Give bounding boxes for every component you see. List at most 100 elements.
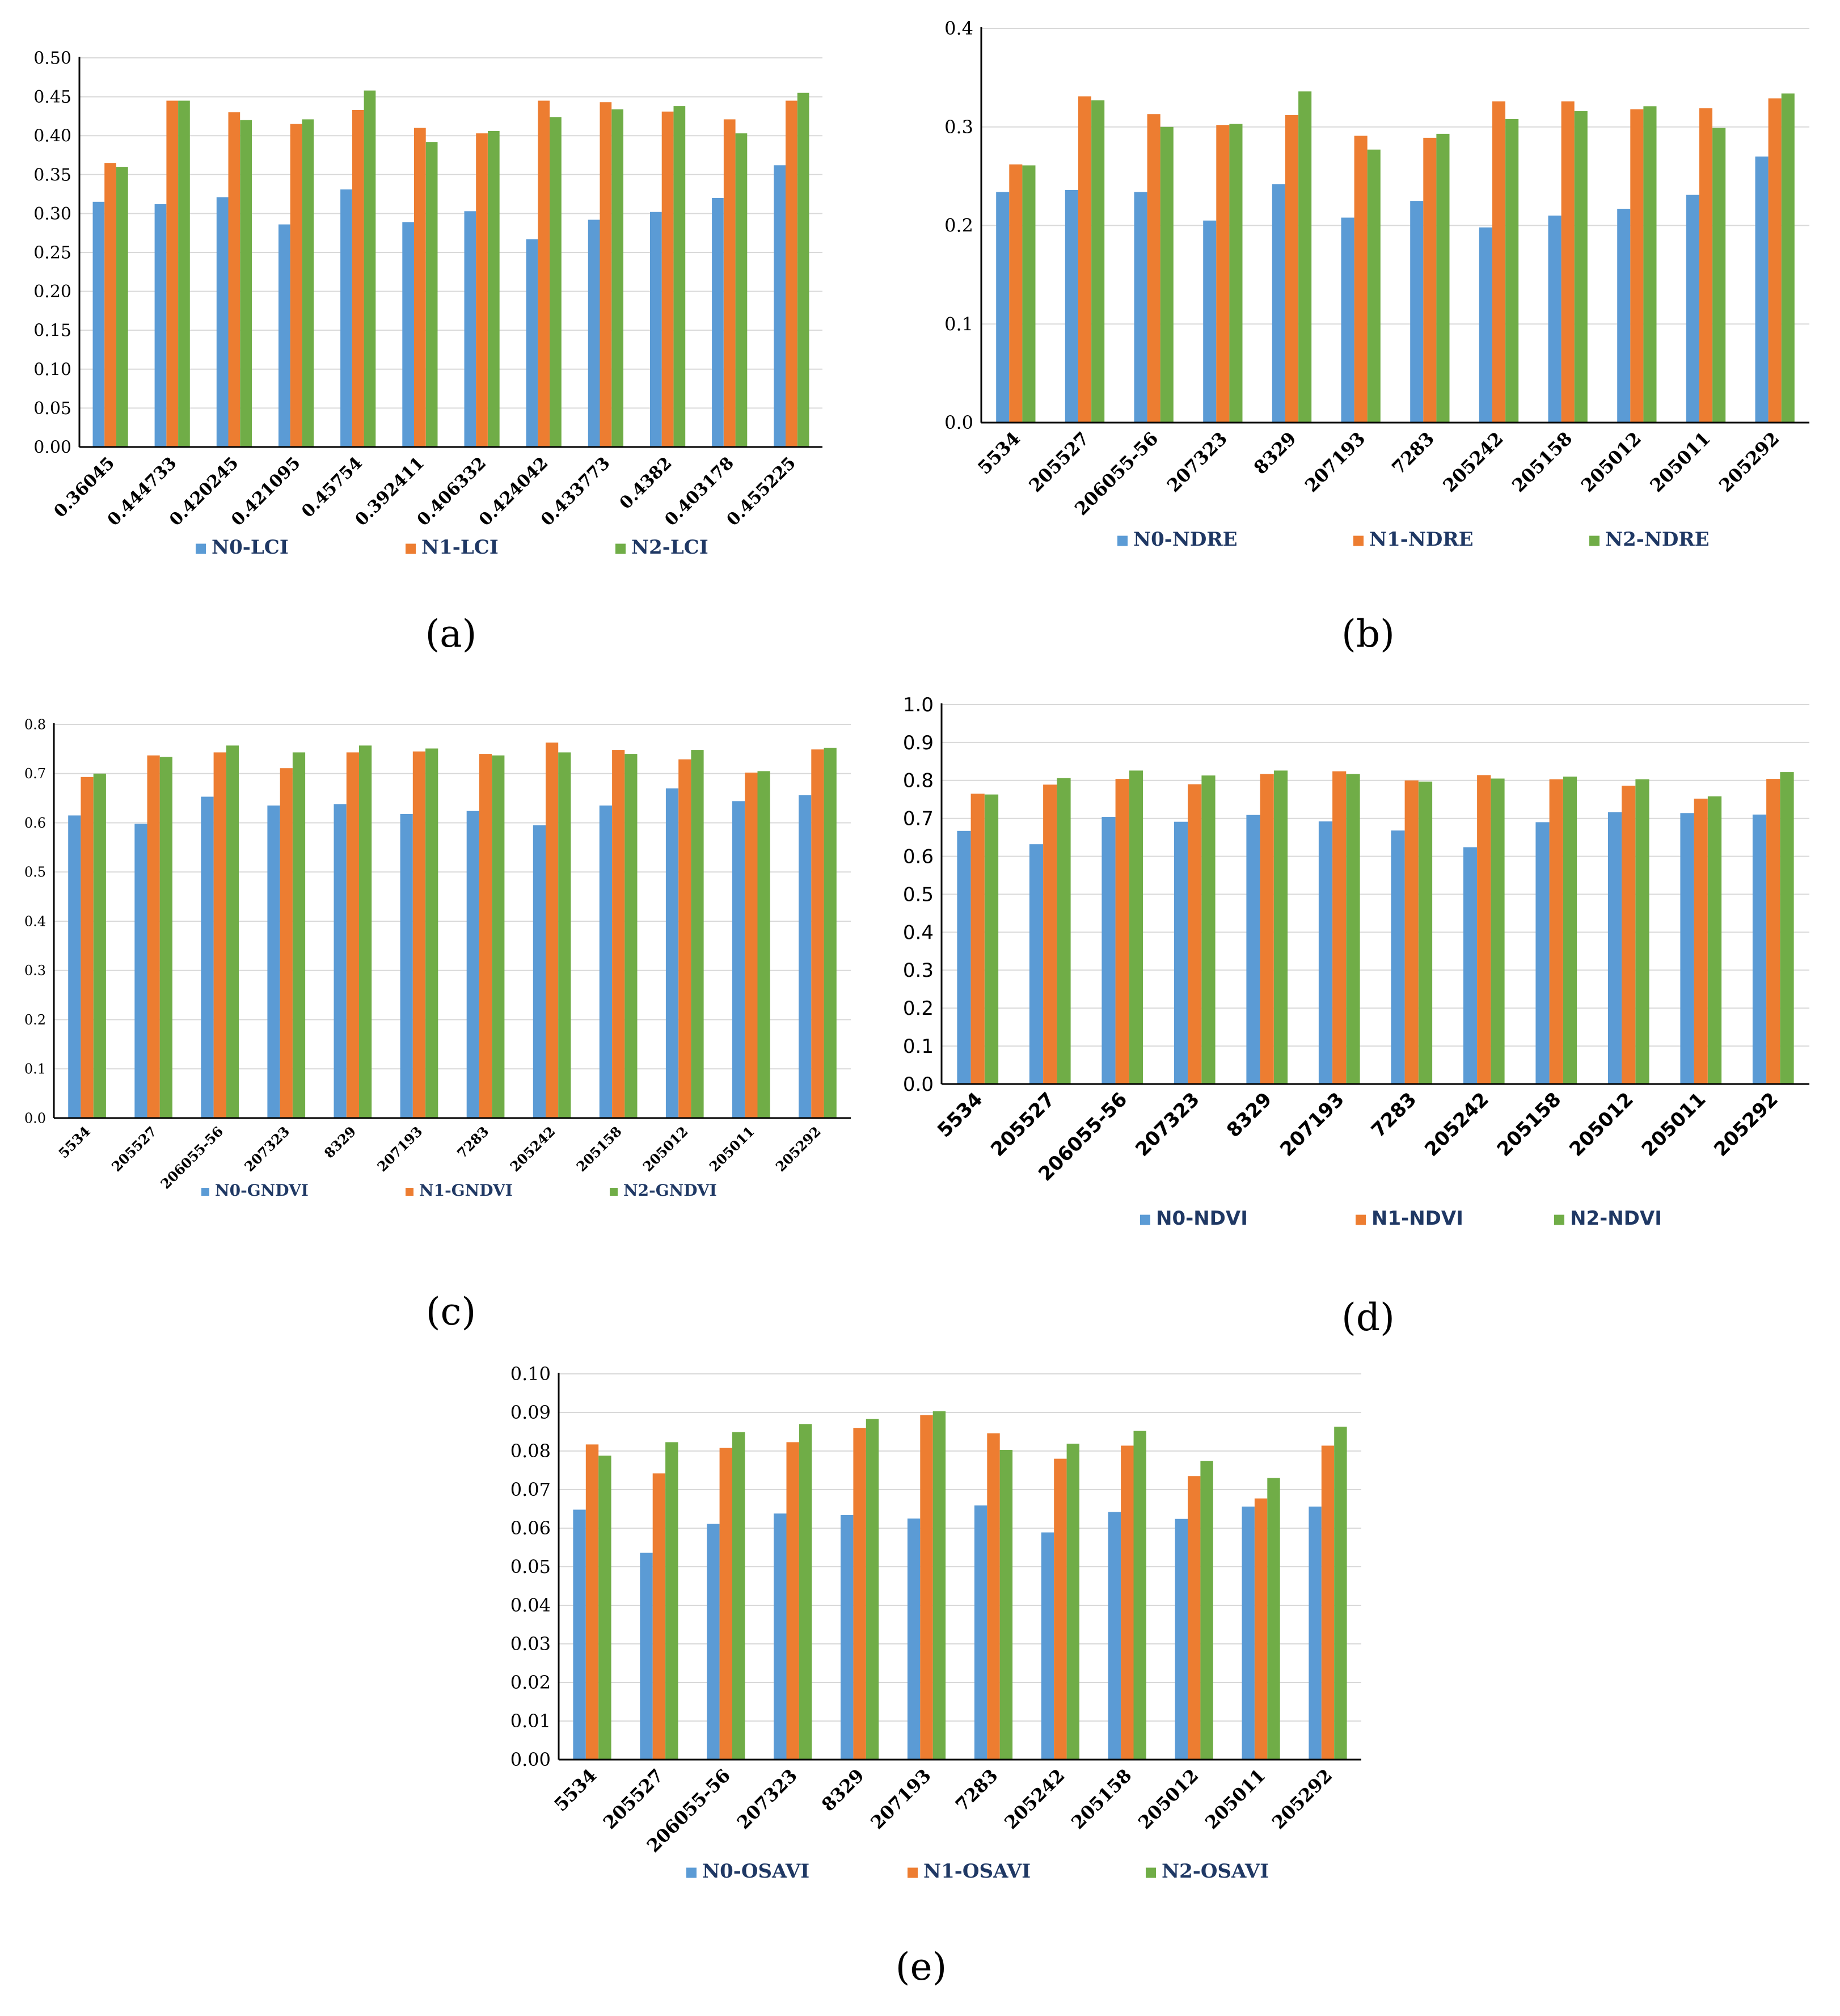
- y-tick-label: 0.07: [510, 1479, 551, 1500]
- legend-label: N1-GNDVI: [419, 1181, 513, 1200]
- bar-N2-NDVI-206055-56: [1129, 770, 1143, 1084]
- bar-N0-NDVI-205012: [1607, 812, 1622, 1084]
- x-tick-label: 5534: [55, 1123, 94, 1162]
- panel-caption: (b): [1341, 612, 1395, 656]
- legend-label: N1-NDVI: [1371, 1207, 1463, 1230]
- bar-N2-GNDVI-205242: [558, 752, 571, 1118]
- legend-label: N0-GNDVI: [215, 1181, 309, 1200]
- bar-N2-NDVI-205292: [1780, 772, 1794, 1084]
- bar-N0-NDVI-5534: [957, 830, 971, 1084]
- chart-e: 0.00 0.01 0.02 0.03 0.04 0.05 0.06 0.07 0.08 0.09…: [510, 1363, 1361, 1989]
- bar-N0-OSAVI-205292: [1309, 1506, 1322, 1760]
- x-tick-label: 205527: [986, 1088, 1060, 1161]
- bar-N0-OSAVI-207323: [774, 1513, 787, 1760]
- bar-N0-OSAVI-205158: [1108, 1512, 1121, 1760]
- bar-N0-OSAVI-205011: [1242, 1506, 1255, 1760]
- bar-N2-NDRE-205292: [1781, 93, 1795, 423]
- bar-N1-OSAVI-205292: [1321, 1445, 1335, 1760]
- y-tick-label: 0.20: [33, 282, 71, 302]
- bar-N2-LCI-0.455225: [797, 92, 809, 447]
- bar-N2-LCI-0.421095: [302, 119, 314, 447]
- y-tick-label: 0.0: [903, 1073, 934, 1096]
- bar-N1-NDRE-206055-56: [1147, 114, 1160, 423]
- bar-N0-OSAVI-205242: [1041, 1532, 1054, 1760]
- bar-N0-GNDVI-7283: [466, 811, 479, 1118]
- bar-N0-NDVI-207193: [1318, 821, 1333, 1084]
- x-tick-label: 205158: [1493, 1088, 1566, 1161]
- bar-N1-NDRE-205242: [1492, 101, 1505, 423]
- chart-a: 0.00 0.05 0.10 0.15 0.20 0.25 0.30 0.35 0.40 0.45…: [33, 49, 822, 656]
- bar-N1-NDRE-205527: [1078, 96, 1091, 423]
- bar-N1-OSAVI-207323: [786, 1442, 799, 1760]
- y-tick-label: 0.4: [24, 913, 46, 929]
- bar-N0-LCI-0.45754: [340, 189, 352, 447]
- panel-caption: (e): [896, 1945, 947, 1989]
- bar-N1-NDRE-8329: [1285, 115, 1298, 423]
- x-tick-label: 205158: [1067, 1765, 1136, 1833]
- bar-N1-NDVI-205012: [1622, 786, 1636, 1084]
- legend-label: N1-LCI: [421, 536, 499, 559]
- legend-swatch: [406, 1188, 413, 1196]
- bar-N0-NDRE-205012: [1617, 209, 1631, 423]
- y-tick-label: 0.9: [903, 732, 934, 754]
- bar-N2-OSAVI-207193: [932, 1411, 946, 1760]
- bar-N0-LCI-0.4382: [650, 212, 662, 447]
- bar-N0-GNDVI-205158: [599, 805, 612, 1118]
- bar-N1-GNDVI-205242: [546, 743, 559, 1118]
- bar-N0-NDVI-205242: [1463, 847, 1478, 1084]
- bar-N1-LCI-0.424042: [538, 100, 550, 447]
- bar-N1-OSAVI-205158: [1121, 1445, 1134, 1760]
- bar-N1-NDVI-8329: [1260, 774, 1274, 1084]
- y-tick-label: 0.10: [510, 1363, 551, 1385]
- bar-N0-NDRE-205527: [1065, 190, 1078, 423]
- bar-N2-GNDVI-8329: [359, 745, 372, 1118]
- y-tick-label: 0.4: [944, 18, 973, 39]
- y-tick-label: 0.0: [944, 412, 973, 433]
- bar-N0-NDRE-207193: [1341, 217, 1354, 423]
- legend-swatch: [610, 1188, 618, 1196]
- y-tick-label: 0.02: [510, 1672, 551, 1693]
- y-tick-label: 0.8: [24, 716, 46, 732]
- y-tick-label: 0.03: [510, 1633, 551, 1655]
- bar-N1-LCI-0.444733: [166, 100, 179, 447]
- x-tick-label: 7283: [1387, 428, 1438, 479]
- bar-N2-NDRE-8329: [1298, 91, 1312, 423]
- bar-N2-LCI-0.36045: [116, 167, 128, 447]
- bar-N0-LCI-0.421095: [278, 224, 290, 447]
- bar-N2-NDVI-7283: [1418, 781, 1433, 1084]
- y-tick-label: 0.15: [33, 321, 71, 341]
- bar-N0-NDRE-8329: [1272, 184, 1285, 423]
- bar-N1-NDRE-205158: [1561, 101, 1575, 423]
- bar-N1-OSAVI-205527: [652, 1473, 666, 1760]
- bar-N1-NDVI-205527: [1043, 785, 1057, 1084]
- y-tick-label: 0.8: [903, 770, 934, 792]
- legend-swatch: [196, 543, 206, 554]
- bar-N2-GNDVI-207193: [425, 748, 438, 1118]
- bar-N0-NDRE-206055-56: [1134, 192, 1147, 423]
- bar-N1-GNDVI-7283: [479, 754, 492, 1118]
- bar-N2-OSAVI-205527: [665, 1442, 678, 1760]
- bar-N1-NDRE-205011: [1699, 108, 1712, 423]
- x-tick-label: 205012: [1565, 1088, 1638, 1161]
- x-tick-label: 205012: [1577, 428, 1645, 496]
- bar-N0-NDVI-207323: [1174, 821, 1188, 1084]
- y-tick-label: 0.10: [33, 360, 71, 379]
- bar-N2-OSAVI-207323: [799, 1424, 812, 1760]
- x-tick-label: 7283: [454, 1123, 492, 1162]
- bar-N0-LCI-0.444733: [154, 204, 167, 447]
- y-tick-label: 0.09: [510, 1402, 551, 1423]
- y-tick-label: 0.1: [944, 313, 973, 335]
- x-tick-label: 205158: [573, 1123, 624, 1175]
- bar-N0-LCI-0.406332: [464, 211, 476, 447]
- bar-N0-NDVI-7283: [1391, 830, 1405, 1084]
- bar-N2-NDRE-205012: [1643, 106, 1657, 423]
- y-tick-label: 0.45: [33, 87, 71, 107]
- bar-N0-OSAVI-5534: [573, 1509, 586, 1760]
- bar-N2-NDVI-205011: [1707, 796, 1722, 1084]
- x-tick-label: 205011: [1201, 1765, 1269, 1833]
- legend-label: N2-NDRE: [1605, 528, 1710, 551]
- bar-N2-OSAVI-7283: [999, 1450, 1013, 1760]
- bar-N1-GNDVI-5534: [81, 777, 94, 1118]
- y-tick-label: 0.35: [33, 165, 71, 185]
